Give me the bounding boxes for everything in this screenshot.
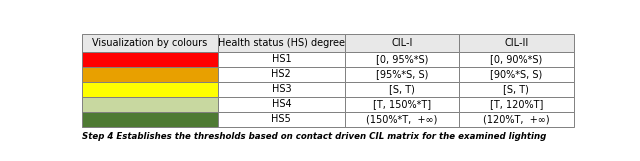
Text: [95%*S, S): [95%*S, S) xyxy=(376,69,428,79)
Bar xyxy=(459,52,573,67)
Text: HS5: HS5 xyxy=(271,114,291,124)
Bar xyxy=(83,97,218,112)
Bar xyxy=(345,82,459,97)
Text: HS1: HS1 xyxy=(271,54,291,64)
Text: [T, 150%*T]: [T, 150%*T] xyxy=(373,99,431,109)
Text: [S, T): [S, T) xyxy=(389,84,415,94)
Text: [S, T): [S, T) xyxy=(504,84,529,94)
Bar xyxy=(459,82,573,97)
Bar xyxy=(345,34,459,52)
Text: CIL-I: CIL-I xyxy=(392,38,413,48)
Bar xyxy=(218,97,345,112)
Text: (150%*T,  +∞): (150%*T, +∞) xyxy=(367,114,438,124)
Text: [T, 120%T]: [T, 120%T] xyxy=(490,99,543,109)
Text: CIL-II: CIL-II xyxy=(504,38,529,48)
Text: Step 4 Establishes the thresholds based on contact driven CIL matrix for the exa: Step 4 Establishes the thresholds based … xyxy=(83,132,547,141)
Bar xyxy=(83,82,218,97)
Bar xyxy=(218,52,345,67)
Bar xyxy=(459,97,573,112)
Bar xyxy=(218,67,345,82)
Bar xyxy=(345,67,459,82)
Bar xyxy=(218,112,345,127)
Bar xyxy=(459,67,573,82)
Bar xyxy=(218,82,345,97)
Text: Health status (HS) degree: Health status (HS) degree xyxy=(218,38,345,48)
Text: [0, 90%*S): [0, 90%*S) xyxy=(490,54,543,64)
Bar xyxy=(83,67,218,82)
Text: [0, 95%*S): [0, 95%*S) xyxy=(376,54,428,64)
Text: Visualization by colours: Visualization by colours xyxy=(92,38,207,48)
Bar xyxy=(83,112,218,127)
Text: HS2: HS2 xyxy=(271,69,291,79)
Text: HS3: HS3 xyxy=(271,84,291,94)
Text: HS4: HS4 xyxy=(271,99,291,109)
Bar xyxy=(83,34,218,52)
Bar xyxy=(345,97,459,112)
Bar xyxy=(218,34,345,52)
Bar xyxy=(459,34,573,52)
Bar xyxy=(345,52,459,67)
Bar xyxy=(459,112,573,127)
Bar xyxy=(83,52,218,67)
Text: [90%*S, S): [90%*S, S) xyxy=(490,69,543,79)
Text: (120%T,  +∞): (120%T, +∞) xyxy=(483,114,550,124)
Bar xyxy=(345,112,459,127)
